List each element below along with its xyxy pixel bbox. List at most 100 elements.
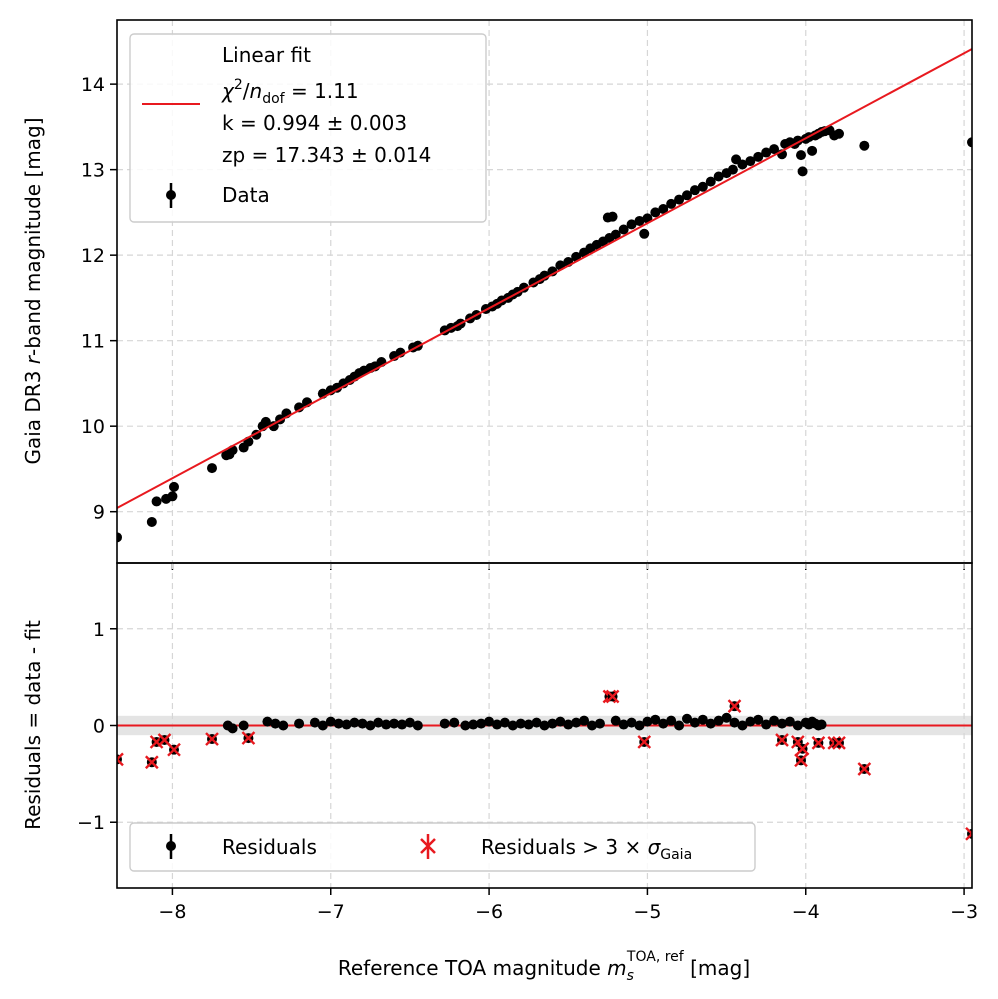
data-point xyxy=(967,137,972,148)
residual-point xyxy=(729,717,740,728)
residual-point xyxy=(349,717,360,728)
legend-outlier-label: Residuals > 3 × σGaia xyxy=(481,835,692,863)
bottom-axes-frame xyxy=(116,562,973,889)
bottom-data-points xyxy=(117,689,972,841)
data-point xyxy=(626,219,637,230)
bottom-x-tick-label: −7 xyxy=(317,901,345,923)
outlier-marker xyxy=(605,689,620,704)
data-point xyxy=(697,181,708,192)
data-point xyxy=(260,416,271,427)
residual-point xyxy=(492,719,502,730)
residual-point xyxy=(412,720,423,731)
bottom-x-tick-label: −5 xyxy=(633,901,661,923)
residual-point xyxy=(547,718,558,729)
residual-point xyxy=(713,715,724,726)
residual-point xyxy=(618,719,629,730)
residual-point xyxy=(563,719,574,730)
residual-point xyxy=(753,714,764,725)
residual-point xyxy=(682,713,692,724)
bottom-x-tick-label: −4 xyxy=(792,901,820,923)
data-point xyxy=(610,229,621,240)
residual-point xyxy=(626,717,637,728)
legend-data-label: Data xyxy=(222,183,270,207)
residual-point xyxy=(650,714,661,725)
residual-point xyxy=(397,719,407,730)
legend-outlier-marker xyxy=(420,838,436,854)
residual-point xyxy=(333,718,344,729)
top-y-tick-label: 14 xyxy=(81,74,105,96)
outlier-marker xyxy=(167,742,181,757)
residual-point xyxy=(587,720,597,731)
data-point xyxy=(834,128,844,139)
residual-point xyxy=(317,720,328,731)
data-point xyxy=(705,176,716,187)
outlier-marker xyxy=(144,755,159,770)
top-y-axis-label: Gaia DR3 r-band magnitude [mag] xyxy=(21,117,45,464)
data-point xyxy=(650,207,661,218)
residual-point xyxy=(309,717,320,728)
data-point xyxy=(639,228,650,239)
top-y-tick-label: 12 xyxy=(81,245,105,267)
outlier-marker xyxy=(241,731,256,745)
residual-point xyxy=(674,720,685,731)
residual-point xyxy=(270,718,281,729)
outlier-marker xyxy=(794,753,808,768)
residual-point xyxy=(238,720,249,731)
residual-point xyxy=(792,720,803,731)
bottom-y-ticks: −1 0 1 xyxy=(77,619,117,834)
data-point xyxy=(727,164,738,175)
bottom-legend-box xyxy=(129,822,756,872)
top-y-tick-label: 10 xyxy=(81,416,105,438)
residual-point xyxy=(373,717,384,728)
top-legend-box xyxy=(129,33,487,223)
data-point xyxy=(745,156,756,167)
outlier-marker xyxy=(775,733,789,747)
legend-zp-label: zp = 17.343 ± 0.014 xyxy=(222,143,431,167)
linear-fit-line xyxy=(117,48,972,509)
bottom-y-axis-label: Residuals = data - fit xyxy=(21,620,45,830)
data-point xyxy=(151,496,162,507)
bottom-y-tick-label: 0 xyxy=(93,716,105,738)
data-point xyxy=(658,203,669,214)
top-y-ticks: 9 10 11 12 13 14 xyxy=(81,74,965,570)
residual-point xyxy=(721,712,732,723)
data-point xyxy=(807,145,818,156)
residual-point xyxy=(484,716,495,727)
residual-point xyxy=(634,720,645,731)
residual-point xyxy=(737,720,748,731)
residual-point xyxy=(381,719,392,730)
data-point xyxy=(268,421,279,432)
legend-k-label: k = 0.994 ± 0.003 xyxy=(222,111,407,135)
residual-point xyxy=(404,717,415,728)
outlier-marker xyxy=(832,736,846,750)
residual-point xyxy=(294,718,305,729)
data-point xyxy=(618,224,629,235)
residual-point xyxy=(769,715,780,726)
data-point xyxy=(797,166,808,177)
residual-point xyxy=(460,720,471,731)
top-y-tick-label: 9 xyxy=(93,502,105,524)
bottom-x-tick-label: −6 xyxy=(475,901,503,923)
data-point xyxy=(169,481,179,492)
residual-point xyxy=(761,719,772,730)
residual-point xyxy=(439,718,450,729)
legend-fit-label: Linear fit xyxy=(222,43,311,67)
residual-point xyxy=(476,718,487,729)
legend-residuals-label: Residuals xyxy=(222,835,317,859)
residual-point xyxy=(539,720,550,731)
bottom-y-tick-label: 1 xyxy=(93,619,105,641)
residual-point xyxy=(816,719,827,730)
top-panel: 9 10 11 12 13 14 Gaia DR3 r-band magnitude [m… xyxy=(21,19,973,570)
bottom-x-tick-label: −8 xyxy=(158,901,186,923)
x-axis-label: Reference TOA magnitude msTOA, ref [mag] xyxy=(338,949,750,984)
data-point xyxy=(207,463,217,474)
residual-point xyxy=(365,720,376,731)
residual-point xyxy=(571,717,582,728)
data-point xyxy=(146,516,157,527)
residual-point xyxy=(325,716,336,727)
residual-point xyxy=(689,717,700,728)
data-point xyxy=(859,140,870,151)
data-point xyxy=(666,198,677,209)
residual-point xyxy=(499,717,510,728)
